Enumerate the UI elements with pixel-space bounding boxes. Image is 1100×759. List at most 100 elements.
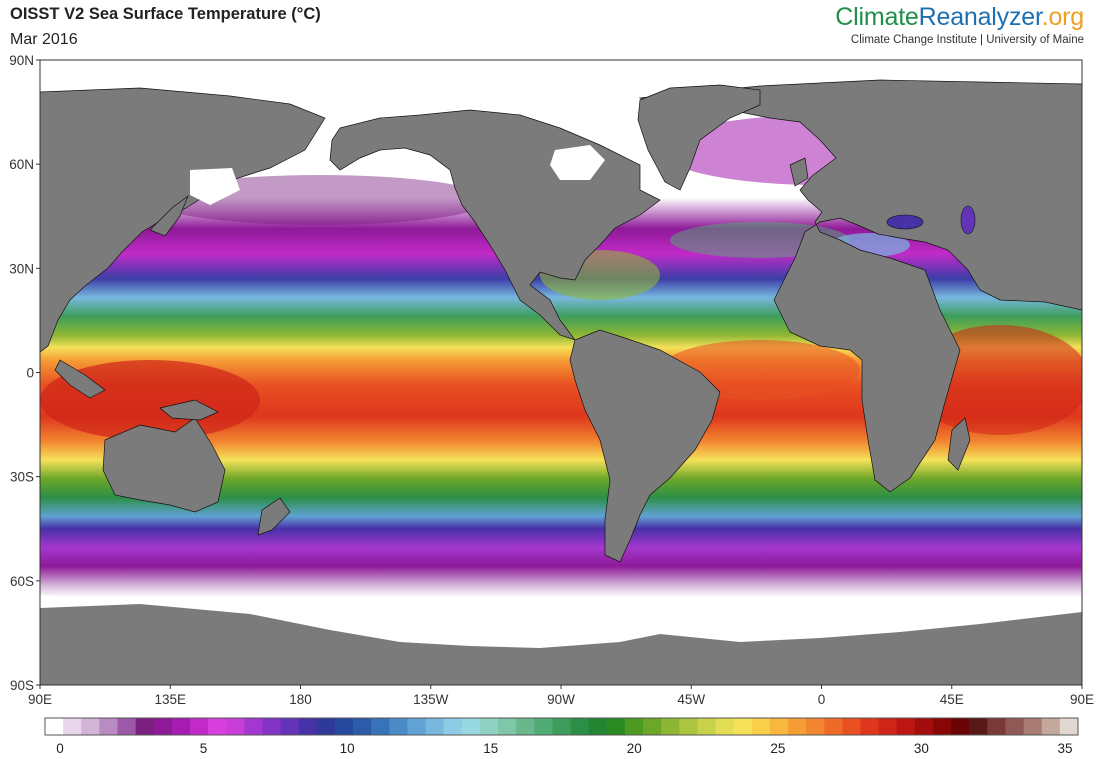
- land-borneo-sumatra: [54, 359, 106, 399]
- colorbar-swatch: [353, 718, 372, 735]
- colorbar-label: 30: [913, 741, 929, 756]
- y-tick-label: 30N: [9, 261, 34, 276]
- colorbar-swatch: [63, 718, 82, 735]
- colorbar-swatch: [189, 718, 209, 735]
- black-sea: [886, 214, 924, 230]
- colorbar-swatch: [334, 718, 354, 735]
- colorbar-swatch: [262, 718, 281, 735]
- colorbar-swatch: [117, 718, 137, 735]
- y-tick-label: 90N: [9, 53, 34, 68]
- brand-name: ClimateReanalyzer.org: [835, 3, 1084, 31]
- colorbar-swatch: [933, 718, 952, 735]
- sea-ice-okhotsk: [190, 168, 240, 205]
- colorbar-swatch: [371, 718, 390, 735]
- land-madagascar: [947, 417, 971, 471]
- colorbar-swatch: [606, 718, 626, 735]
- x-tick-label: 0: [818, 692, 826, 707]
- colorbar-swatch: [516, 718, 535, 735]
- colorbar-swatch: [661, 718, 680, 735]
- colorbar-swatch: [878, 718, 898, 735]
- colorbar-swatch: [588, 718, 608, 735]
- colorbar-label: 35: [1057, 741, 1073, 756]
- x-tick-label: 180: [289, 692, 312, 707]
- colorbar-swatch: [81, 718, 100, 735]
- colorbar-swatch: [624, 718, 644, 735]
- colorbar-swatch: [643, 718, 662, 735]
- colorbar-swatch: [316, 718, 336, 735]
- colorbar-swatch: [914, 718, 934, 735]
- colorbar-swatch: [1041, 718, 1061, 735]
- colorbar: [44, 717, 1079, 736]
- y-tick-label: 90S: [10, 678, 34, 693]
- colorbar-swatch: [1059, 718, 1079, 735]
- colorbar-swatch: [552, 718, 571, 735]
- sea-ice-antarctic: [40, 596, 1082, 648]
- land-new-zealand: [257, 497, 291, 536]
- colorbar-swatch: [171, 718, 191, 735]
- caspian-sea: [960, 205, 976, 235]
- land-greenland: [637, 84, 761, 191]
- y-tick-label: 30S: [10, 470, 34, 485]
- y-tick-label: 0: [26, 366, 34, 381]
- colorbar-label: 20: [626, 741, 642, 756]
- land-eurasia-west-africa-north: [638, 79, 1082, 493]
- colorbar-swatch: [824, 718, 843, 735]
- colorbar-swatch: [45, 718, 64, 735]
- colorbar-swatch: [987, 718, 1006, 735]
- colorbar-swatch: [208, 718, 227, 735]
- colorbar-swatch: [715, 718, 735, 735]
- land-japan: [149, 194, 189, 237]
- x-tick-label: 45W: [677, 692, 705, 707]
- colorbar-swatch: [280, 718, 300, 735]
- land-new-guinea: [159, 399, 219, 421]
- colorbar-swatch: [806, 718, 825, 735]
- colorbar-swatch: [389, 718, 408, 735]
- colorbar-frame: [44, 717, 1079, 736]
- x-tick-label: 135W: [413, 692, 449, 707]
- colorbar-label: 10: [339, 741, 355, 756]
- colorbar-swatch: [896, 718, 916, 735]
- colorbar-swatch: [443, 718, 463, 735]
- map-date: Mar 2016: [10, 31, 78, 48]
- colorbar-swatch: [788, 718, 807, 735]
- warm-pool-west-pacific: [40, 360, 260, 440]
- sea-ice: [40, 145, 1082, 648]
- colorbar-swatch: [751, 718, 771, 735]
- colorbar-swatch: [969, 718, 988, 735]
- colorbar-swatch: [697, 718, 716, 735]
- land-south-america: [569, 329, 721, 563]
- colorbar-swatch: [498, 718, 517, 735]
- y-tick-label: 60N: [9, 157, 34, 172]
- colorbar-swatch: [479, 718, 499, 735]
- sea-ice-hudson-bay: [550, 145, 605, 180]
- colorbar-swatch: [135, 718, 155, 735]
- colorbar-label: 0: [56, 741, 64, 756]
- colorbar-swatch: [244, 718, 263, 735]
- colorbar-swatch: [1005, 718, 1025, 735]
- colorbar-swatch: [226, 718, 245, 735]
- colorbar-swatch: [461, 718, 481, 735]
- colorbar-swatch: [733, 718, 753, 735]
- colorbar-swatch: [153, 718, 173, 735]
- land-uk: [789, 157, 809, 187]
- colorbar-label: 25: [770, 741, 786, 756]
- x-tick-label: 90E: [1070, 692, 1094, 707]
- brand-name-part2: Reanalyzer: [918, 3, 1042, 31]
- brand-name-part3: .org: [1041, 3, 1084, 31]
- colorbar-swatch: [679, 718, 698, 735]
- brand-tagline: Climate Change Institute | University of…: [850, 34, 1084, 46]
- colorbar-label: 15: [483, 741, 499, 756]
- y-axis-ticks: 90N 60N 30N 0 30S 60S 90S: [9, 53, 40, 693]
- colorbar-swatch: [298, 718, 318, 735]
- x-tick-label: 135E: [154, 692, 186, 707]
- brand-logo[interactable]: ClimateReanalyzer.org Climate Change Ins…: [835, 3, 1084, 46]
- colorbar-label: 5: [199, 741, 208, 756]
- colorbar-swatch: [1023, 718, 1043, 735]
- colorbar-swatch: [534, 718, 553, 735]
- colorbar-swatch: [860, 718, 880, 735]
- x-tick-label: 45E: [940, 692, 964, 707]
- x-tick-label: 90W: [547, 692, 575, 707]
- land-australia: [102, 417, 226, 513]
- brand-name-part1: Climate: [835, 3, 919, 31]
